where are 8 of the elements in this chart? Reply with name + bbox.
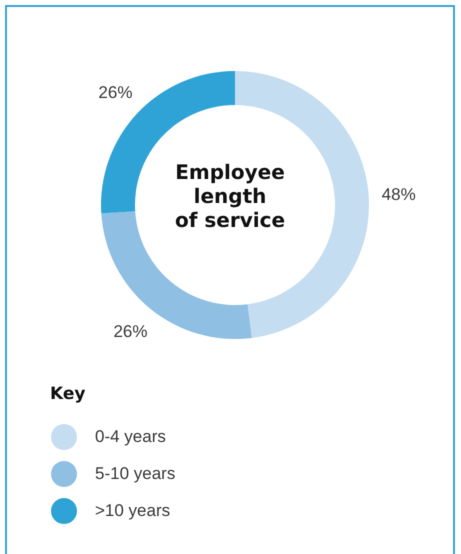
text: Employee length of service bbox=[174, 160, 286, 232]
data-label: 26% bbox=[113, 322, 148, 341]
data-label: 26% bbox=[98, 83, 132, 102]
legend-title: Key bbox=[50, 384, 86, 404]
legend-label: 5-10 years bbox=[95, 464, 176, 484]
legend-label: 0-4 years bbox=[95, 427, 166, 447]
legend-label: >10 years bbox=[95, 501, 170, 521]
data-label: 48% bbox=[382, 185, 416, 204]
